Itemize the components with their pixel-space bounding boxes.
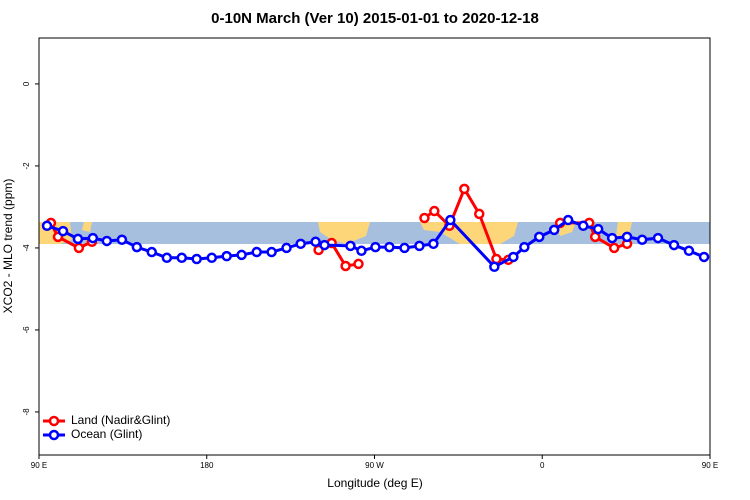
chart-title: 0-10N March (Ver 10) 2015-01-01 to 2020-… <box>211 10 539 27</box>
point <box>161 252 173 264</box>
legend-label: Ocean (Glint) <box>71 427 142 441</box>
point <box>459 183 470 195</box>
point <box>592 223 604 235</box>
point <box>683 245 695 257</box>
point <box>474 208 485 220</box>
point <box>101 235 113 247</box>
point <box>489 261 500 273</box>
point <box>445 214 456 226</box>
point <box>116 234 128 245</box>
y-tick-label: -8 <box>22 408 31 416</box>
x-tick-label: 90 W <box>365 461 384 470</box>
point <box>353 258 364 270</box>
point <box>534 231 545 243</box>
y-tick-label: -6 <box>22 326 31 334</box>
point <box>295 238 306 250</box>
point <box>698 251 710 263</box>
point <box>310 236 321 248</box>
y-axis-label: XCO2 - MLO trend (ppm) <box>1 179 15 314</box>
point <box>236 249 247 261</box>
point <box>319 239 330 251</box>
point <box>548 224 560 236</box>
point <box>356 245 367 257</box>
point <box>206 252 218 264</box>
point <box>146 246 158 258</box>
point <box>281 242 292 254</box>
point <box>72 233 84 245</box>
legend-label: Land (Nadir&Glint) <box>71 413 170 427</box>
series-line <box>49 185 628 268</box>
legend-marker <box>48 415 60 427</box>
point <box>429 205 440 217</box>
y-tick-label: -4 <box>22 244 31 252</box>
point <box>608 242 620 254</box>
point <box>652 232 664 244</box>
x-tick-label: 90 E <box>702 461 718 470</box>
y-tick-label: -2 <box>22 162 31 170</box>
point <box>636 234 648 245</box>
x-tick-label: 90 E <box>31 461 47 470</box>
point <box>176 252 188 264</box>
x-tick-label: 0 <box>540 461 545 470</box>
point <box>251 246 262 258</box>
point <box>519 241 530 253</box>
point <box>508 251 519 263</box>
x-tick-label: 180 <box>200 461 214 470</box>
point <box>345 240 356 252</box>
y-tick-label: 0 <box>22 81 31 86</box>
point <box>87 232 99 244</box>
point <box>370 241 381 253</box>
point <box>621 231 633 243</box>
point <box>73 242 85 254</box>
x-axis-label: Longitude (deg E) <box>327 476 422 490</box>
point <box>399 242 410 254</box>
point <box>414 240 425 252</box>
point <box>419 212 430 224</box>
point <box>266 246 277 258</box>
point <box>606 232 618 244</box>
point <box>384 241 395 253</box>
point <box>562 214 574 226</box>
point <box>221 250 232 262</box>
point <box>191 253 202 265</box>
point <box>41 220 53 232</box>
point <box>428 238 439 250</box>
point <box>131 241 143 253</box>
point <box>340 260 351 272</box>
legend-marker <box>48 429 60 441</box>
point <box>57 225 69 237</box>
point <box>578 220 589 232</box>
point <box>668 239 680 251</box>
